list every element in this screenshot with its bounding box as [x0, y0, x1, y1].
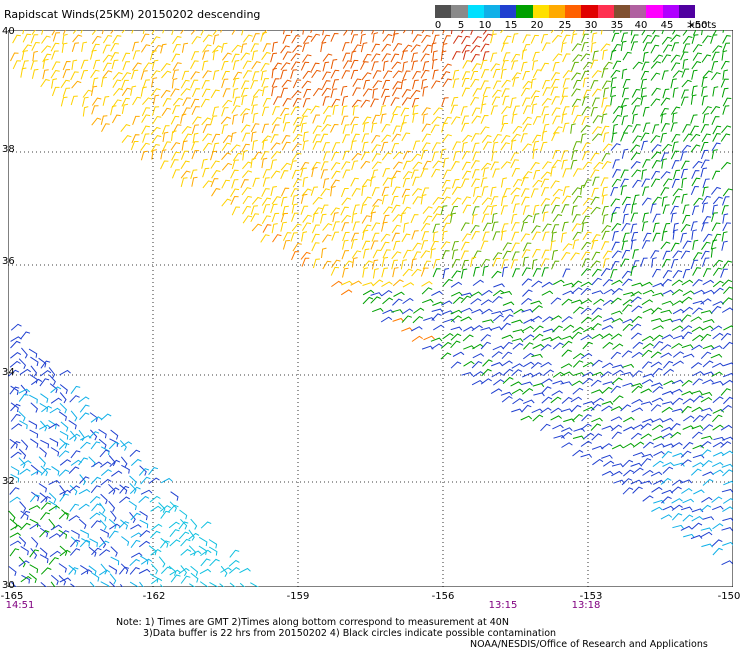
legend-swatch-2 — [467, 5, 484, 18]
legend-swatch-0 — [435, 5, 452, 18]
legend-unit: knots — [689, 20, 717, 31]
lat-label-32: 32 — [2, 476, 15, 487]
legend-swatch-9 — [581, 5, 598, 18]
lon-label-159: -159 — [286, 591, 310, 602]
legend-label-10: >50 — [686, 20, 708, 31]
legend-swatch-14 — [662, 5, 679, 18]
legend-label-6: 30 — [584, 20, 598, 31]
lat-label-36: 36 — [2, 256, 15, 267]
lon-label-162: -162 — [142, 591, 166, 602]
legend-label-2: 10 — [478, 20, 492, 31]
legend-label-8: 40 — [634, 20, 648, 31]
legend-label-5: 25 — [558, 20, 572, 31]
lon-label-156: -156 — [431, 591, 455, 602]
legend-swatch-1 — [451, 5, 468, 18]
time-label-1318: 13:18 — [571, 600, 601, 611]
note-line-1: Note: 1) Times are GMT 2)Times along bot… — [116, 617, 509, 628]
note-credit: NOAA/NESDIS/Office of Research and Appli… — [470, 639, 708, 650]
lat-label-34: 34 — [2, 367, 15, 378]
lat-label-30: 30 — [2, 580, 15, 591]
lat-lon-grid — [8, 30, 733, 587]
time-label-1451: 14:51 — [5, 600, 35, 611]
lat-label-38: 38 — [2, 144, 15, 155]
wind-barb-map — [8, 30, 733, 587]
wind-speed-color-legend — [435, 5, 695, 18]
map-title: Rapidscat Winds(25KM) 20150202 descendin… — [4, 8, 261, 21]
wind-vectors — [8, 30, 733, 587]
note-line-2: 3)Data buffer is 22 hrs from 20150202 4)… — [143, 628, 557, 639]
legend-swatch-15 — [678, 5, 695, 18]
legend-label-4: 20 — [530, 20, 544, 31]
legend-swatch-12 — [630, 5, 647, 18]
lon-label-165: -165 — [0, 591, 24, 602]
time-label-1315: 13:15 — [488, 600, 518, 611]
legend-label-7: 35 — [610, 20, 624, 31]
legend-label-3: 15 — [504, 20, 518, 31]
legend-swatch-13 — [646, 5, 663, 18]
legend-swatch-7 — [548, 5, 565, 18]
lon-label-153: -153 — [579, 591, 603, 602]
legend-swatch-11 — [613, 5, 630, 18]
legend-swatch-10 — [597, 5, 614, 18]
legend-label-9: 45 — [660, 20, 674, 31]
legend-swatch-3 — [483, 5, 500, 18]
legend-label-0: 0 — [434, 20, 442, 31]
legend-swatch-5 — [516, 5, 533, 18]
legend-swatch-8 — [565, 5, 582, 18]
lon-label-150: -150 — [717, 591, 740, 602]
map-border — [8, 30, 733, 587]
legend-swatch-6 — [532, 5, 549, 18]
lat-label-40: 40 — [2, 26, 15, 37]
legend-swatch-4 — [500, 5, 517, 18]
legend-label-1: 5 — [457, 20, 465, 31]
